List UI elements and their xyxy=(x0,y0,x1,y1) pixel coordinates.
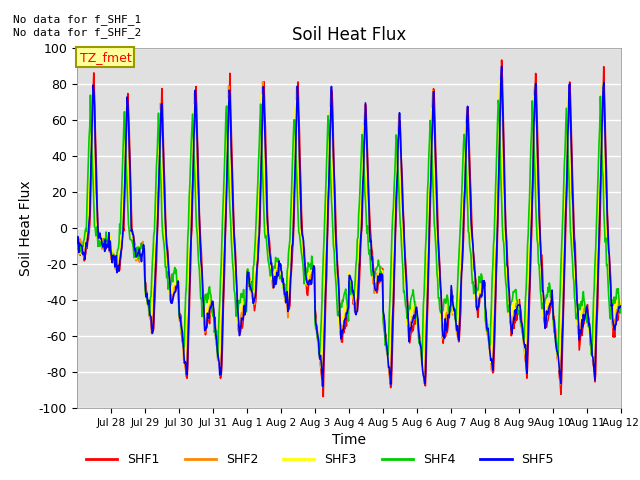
X-axis label: Time: Time xyxy=(332,433,366,447)
Text: TZ_fmet: TZ_fmet xyxy=(79,50,131,64)
Text: No data for f_SHF_1
No data for f_SHF_2: No data for f_SHF_1 No data for f_SHF_2 xyxy=(13,14,141,38)
Title: Soil Heat Flux: Soil Heat Flux xyxy=(292,25,406,44)
Legend: SHF1, SHF2, SHF3, SHF4, SHF5: SHF1, SHF2, SHF3, SHF4, SHF5 xyxy=(81,448,559,471)
Y-axis label: Soil Heat Flux: Soil Heat Flux xyxy=(19,180,33,276)
